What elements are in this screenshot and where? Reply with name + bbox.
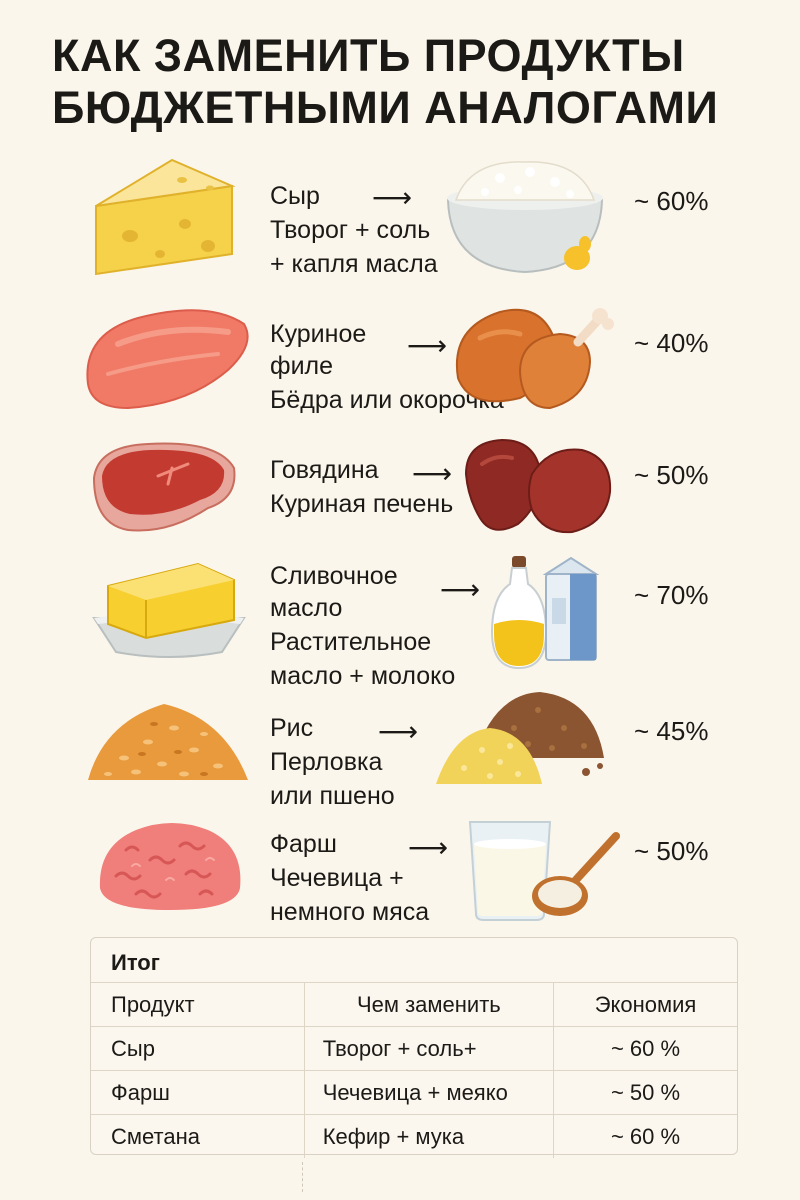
cell-saving: ~ 60 %: [553, 1114, 737, 1158]
divider: [302, 1162, 304, 1192]
item-labels-butter: Сливочное масло Растительное масло + мол…: [270, 560, 455, 692]
item-row-beef: Говядина Куриная печень ⟶ ~ 50%: [0, 432, 800, 542]
cell-replacement: Чечевица + меяко: [303, 1070, 554, 1115]
saving-percent: ~ 45%: [634, 716, 709, 746]
item-labels-rice: Рис Перловка или пшено: [270, 712, 395, 812]
product-name: Фарш: [270, 830, 337, 858]
cell-replacement: Творог + соль+: [303, 1026, 554, 1071]
item-row-cheese: Сыр Творог + соль + капля масла ⟶ ~ 60%: [0, 150, 800, 280]
column-header-saving: Экономия: [553, 982, 737, 1027]
product-name-line-2: масло: [270, 594, 343, 622]
saving-percent: ~ 50%: [634, 836, 709, 866]
summary-title: Итог: [111, 950, 160, 975]
replacement-line-1: Растительное: [270, 628, 432, 656]
arrow-icon: ⟶: [408, 832, 449, 863]
arrow-icon: ⟶: [407, 330, 448, 361]
rice-pile-icon: [88, 704, 248, 780]
chicken-liver-icon: [464, 438, 612, 534]
beef-steak-icon: [92, 442, 236, 532]
table-row: Фарш Чечевица + меяко ~ 50 %: [91, 1070, 737, 1115]
arrow-icon: ⟶: [378, 716, 419, 747]
arrow-icon: ⟶: [372, 182, 413, 213]
arrow-icon: ⟶: [412, 458, 453, 489]
butter-dish-icon: [92, 562, 246, 658]
page-title: КАК ЗАМЕНИТЬ ПРОДУКТЫ БЮДЖЕТНЫМИ АНАЛОГА…: [52, 30, 792, 134]
kefir-and-flour-icon: [468, 821, 620, 921]
cell-saving: ~ 50 %: [553, 1070, 737, 1115]
cottage-cheese-bowl-icon: [446, 161, 604, 274]
replacement-line-2: масло + молоко: [270, 662, 456, 690]
product-name: Сыр: [270, 182, 320, 210]
item-labels-beef: Говядина Куриная печень: [270, 454, 453, 520]
column-header-product: Продукт: [91, 982, 305, 1027]
chicken-legs-icon: [455, 308, 614, 410]
replacement: Куриная печень: [270, 490, 454, 518]
item-labels-cheese: Сыр Творог + соль + капля масла: [270, 180, 438, 280]
cell-product: Сметана: [91, 1114, 305, 1158]
title-line-1: КАК ЗАМЕНИТЬ ПРОДУКТЫ: [52, 30, 685, 81]
arrow-icon: ⟶: [440, 574, 481, 605]
cell-saving: ~ 60 %: [553, 1026, 737, 1071]
cell-product: Сыр: [91, 1026, 305, 1071]
title-line-2: БЮДЖЕТНЫМИ АНАЛОГАМИ: [52, 82, 719, 133]
item-labels-mince: Фарш Чечевица + немного мяса: [270, 828, 429, 928]
table-header-row: Продукт Чем заменить Экономия: [91, 982, 737, 1027]
chicken-fillet-icon: [86, 309, 249, 410]
minced-meat-icon: [99, 823, 241, 910]
replacement-line-1: Чечевица +: [270, 864, 404, 892]
replacement-line-2: немного мяса: [270, 898, 430, 926]
table-row: Сметана Кефир + мука ~ 60 %: [91, 1114, 737, 1158]
cheese-wedge-icon: [95, 158, 236, 276]
saving-percent: ~ 50%: [634, 460, 709, 490]
item-row-chicken: Куриное филе Бёдра или окорочка ⟶ ~ 40%: [0, 298, 800, 418]
replacement-line-1: Перловка: [270, 748, 383, 776]
product-name-line-2: филе: [270, 352, 334, 380]
barley-millet-icon: [436, 692, 604, 784]
item-row-mince: Фарш Чечевица + немного мяса ⟶ ~ 50%: [0, 812, 800, 932]
product-name-line-1: Куриное: [270, 320, 367, 348]
product-name: Рис: [270, 714, 314, 742]
replacement-line-2: + капля масла: [270, 250, 438, 278]
saving-percent: ~ 70%: [634, 580, 709, 610]
saving-percent: ~ 60%: [634, 186, 709, 216]
saving-percent: ~ 40%: [634, 328, 709, 358]
table-row: Сыр Творог + соль+ ~ 60 %: [91, 1026, 737, 1071]
column-header-replacement: Чем заменить: [303, 982, 554, 1027]
oil-and-milk-icon: [490, 556, 600, 670]
item-row-rice: Рис Перловка или пшено ⟶ ~ 45%: [0, 688, 800, 810]
cell-replacement: Кефир + мука: [303, 1114, 554, 1158]
product-name: Говядина: [270, 456, 379, 484]
item-row-butter: Сливочное масло Растительное масло + мол…: [0, 552, 800, 692]
summary-table: Продукт Чем заменить Экономия Сыр Творог…: [91, 982, 737, 1158]
replacement-line-1: Творог + соль: [270, 216, 431, 244]
summary-card: Итог Продукт Чем заменить Экономия Сыр Т…: [90, 937, 738, 1158]
cell-product: Фарш: [91, 1070, 305, 1115]
product-name-line-1: Сливочное: [270, 562, 398, 590]
replacement-line-2: или пшено: [270, 782, 395, 810]
